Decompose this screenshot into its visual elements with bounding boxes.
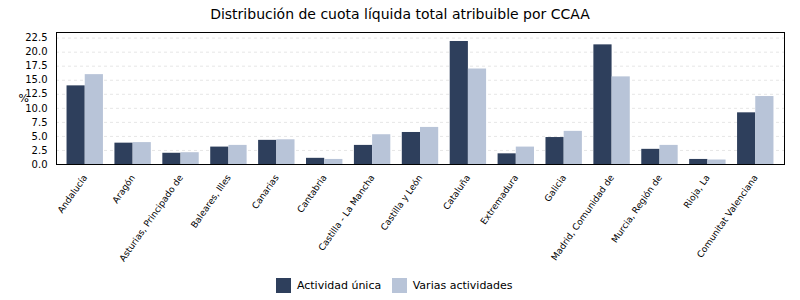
svg-text:22.5: 22.5 bbox=[25, 32, 47, 43]
svg-text:%: % bbox=[19, 92, 29, 105]
svg-text:20.0: 20.0 bbox=[25, 46, 47, 57]
svg-text:Baleares, Illes: Baleares, Illes bbox=[189, 173, 233, 230]
svg-text:Castilla - La Mancha: Castilla - La Mancha bbox=[316, 173, 376, 253]
svg-text:Comunitat Valenciana: Comunitat Valenciana bbox=[695, 173, 760, 260]
svg-text:7.5: 7.5 bbox=[32, 117, 48, 128]
svg-text:Rioja, La: Rioja, La bbox=[682, 173, 712, 210]
svg-text:17.5: 17.5 bbox=[25, 60, 47, 71]
svg-text:Cataluña: Cataluña bbox=[441, 173, 472, 212]
svg-text:12.5: 12.5 bbox=[25, 88, 48, 100]
svg-text:Extremadura: Extremadura bbox=[479, 173, 521, 227]
svg-text:0.0: 0.0 bbox=[32, 159, 48, 170]
svg-text:Asturias, Principado de: Asturias, Principado de bbox=[118, 172, 186, 263]
svg-text:Aragón: Aragón bbox=[110, 173, 137, 205]
svg-text:Cantabria: Cantabria bbox=[295, 173, 328, 215]
svg-text:5.0: 5.0 bbox=[32, 131, 48, 142]
svg-text:Canarias: Canarias bbox=[250, 173, 281, 211]
html-text:Distribución de cuota líquida: Distribución de cuota líquida total atri… bbox=[210, 6, 590, 22]
html-text:Actividad única: Actividad única bbox=[296, 278, 382, 292]
svg-text:Andalucía: Andalucía bbox=[56, 173, 90, 215]
svg-text:10.0: 10.0 bbox=[25, 102, 48, 114]
svg-text:Galicia: Galicia bbox=[543, 173, 569, 204]
svg-text:Madrid, Comunidad de: Madrid, Comunidad de bbox=[549, 172, 616, 262]
svg-text:15.0: 15.0 bbox=[25, 74, 47, 85]
html-text:Varias actividades: Varias actividades bbox=[412, 278, 513, 292]
svg-text:2.5: 2.5 bbox=[32, 145, 48, 156]
svg-text:Murcia, Región de: Murcia, Región de bbox=[610, 172, 665, 244]
svg-text:Castilla y León: Castilla y León bbox=[379, 173, 425, 233]
